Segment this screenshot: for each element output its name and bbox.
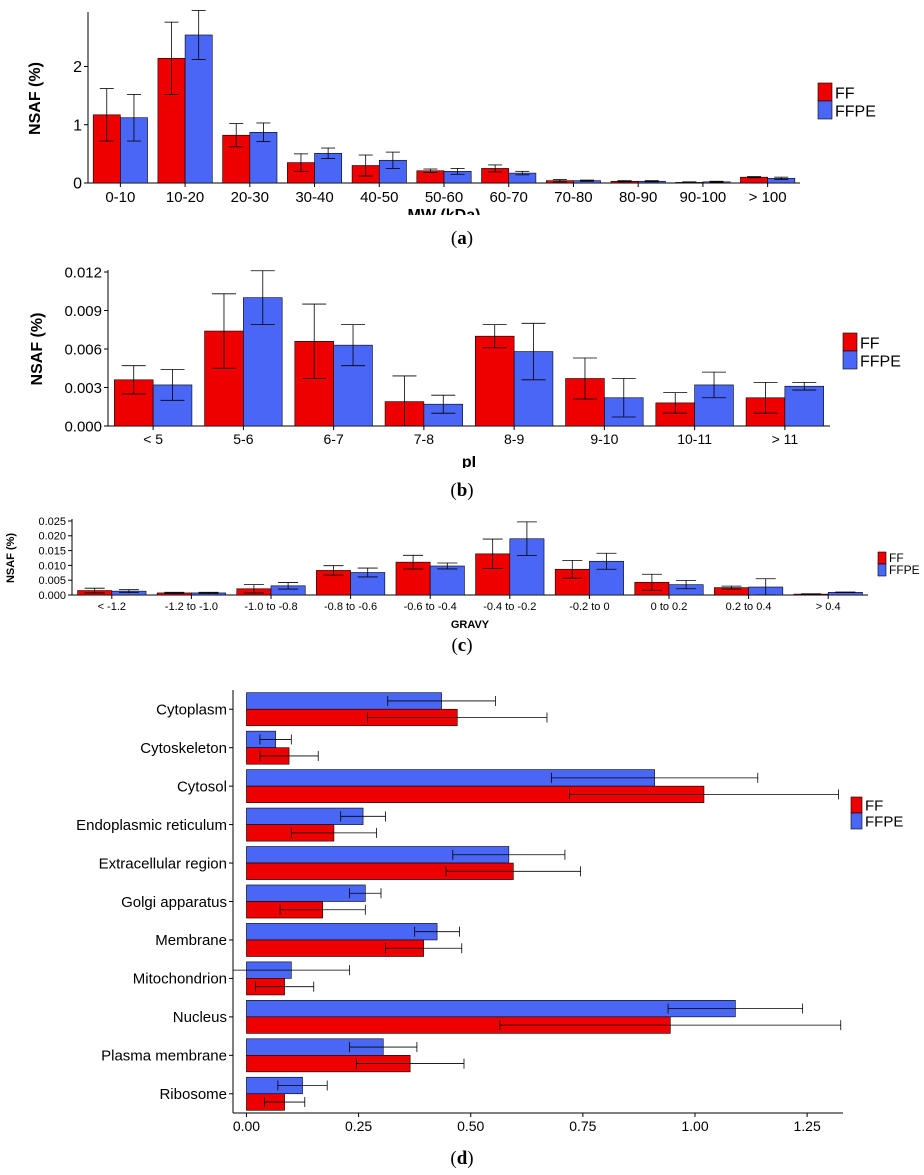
x-tick-label: 5-6 xyxy=(233,431,253,447)
x-tick-label: 1.00 xyxy=(681,1118,708,1134)
gravy-chart: 0.000 0.005 0.010 0.015 0.020 0.025 < -1.2 -1.2… xyxy=(5,516,920,631)
x-tick-label: 30-40 xyxy=(295,189,333,206)
y-tick-label: Cytoskeleton xyxy=(140,740,227,757)
legend-swatch-ffpe xyxy=(877,563,887,577)
x-tick-label: -0.4 to -0.2 xyxy=(483,601,536,613)
mw-chart: 0 1 2 0-10 10-20 20-30 30-40 40-50 50-60 60-70 70-… xyxy=(27,10,876,224)
caption-d: (d) xyxy=(450,1148,474,1169)
caption-c: (c) xyxy=(451,635,473,656)
x-tick-label: 0.00 xyxy=(233,1118,260,1134)
x-tick-label: 7-8 xyxy=(414,431,434,447)
legend-swatch-ffpe xyxy=(850,812,863,830)
y-axis-title: NSAF (%) xyxy=(5,533,17,583)
y-tick-label: Endoplasmic reticulum xyxy=(76,817,227,834)
location-chart: 0.00 0.25 0.50 0.75 1.00 1.25 Cytoplasm Cytoske… xyxy=(76,690,903,1162)
y-tick-label: 0.020 xyxy=(38,531,66,543)
y-tick-label: Cytoplasm xyxy=(156,701,227,718)
legend-swatch-ff xyxy=(850,796,863,814)
legend-swatch-ff xyxy=(877,551,887,565)
y-tick-label: 0.025 xyxy=(38,516,66,528)
x-tick-label: 70-80 xyxy=(554,189,592,206)
x-tick-label: 1.25 xyxy=(793,1118,820,1134)
y-tick-label: 0.010 xyxy=(38,560,66,572)
x-tick-label: 40-50 xyxy=(360,189,398,206)
y-tick-label: 1 xyxy=(73,117,82,134)
y-tick-label: Ribosome xyxy=(159,1086,227,1103)
y-tick-label: 0.009 xyxy=(64,303,102,320)
y-tick-label: 0 xyxy=(73,176,82,193)
legend-label-ffpe: FFPE xyxy=(865,814,903,831)
x-tick-label: -0.2 to 0 xyxy=(569,601,609,613)
x-tick-label: 80-90 xyxy=(619,189,657,206)
y-tick-label: 0.012 xyxy=(64,264,102,281)
y-tick-label: Nucleus xyxy=(173,1009,227,1026)
y-tick-label: Mitochondrion xyxy=(133,971,227,988)
y-tick-label: 0.000 xyxy=(38,590,66,602)
bar-ffpe xyxy=(429,565,465,596)
y-tick-label: Extracellular region xyxy=(99,855,227,872)
pi-chart: 0.000 0.003 0.006 0.009 0.012 < 5 5-6 6-7 7-8 8-9… xyxy=(29,264,901,471)
legend-label-ffpe: FFPE xyxy=(889,563,920,577)
y-tick-label: 0.003 xyxy=(64,380,102,397)
y-tick-label: 0.006 xyxy=(64,341,102,358)
x-tick-label: 20-30 xyxy=(231,189,269,206)
x-axis-title: pI xyxy=(462,454,476,468)
y-tick-label: 2 xyxy=(73,59,82,76)
x-tick-label: 10-11 xyxy=(677,431,712,447)
x-tick-label: -1.0 to -0.8 xyxy=(244,601,297,613)
x-tick-label: 60-70 xyxy=(490,189,528,206)
y-tick-label: 0.015 xyxy=(38,545,66,557)
x-tick-label: -0.8 to -0.6 xyxy=(324,601,377,613)
x-tick-label: 0.75 xyxy=(569,1118,596,1134)
x-tick-label: 0 to 0.2 xyxy=(651,601,688,613)
x-tick-label: > 11 xyxy=(772,431,799,447)
bar-ff xyxy=(475,335,515,427)
x-tick-label: 8-9 xyxy=(504,431,524,447)
y-tick-label: 0.000 xyxy=(64,418,102,435)
y-tick-label: Cytosol xyxy=(177,778,227,795)
y-axis-title: NSAF (%) xyxy=(29,313,46,386)
x-tick-label: -1.2 to -1.0 xyxy=(165,601,218,613)
legend-swatch-ff xyxy=(817,82,833,102)
caption-b: (b) xyxy=(450,480,474,501)
x-tick-label: > 0.4 xyxy=(816,601,841,613)
legend-label-ffpe: FFPE xyxy=(835,103,876,120)
x-tick-label: 90-100 xyxy=(680,189,727,206)
caption-a: (a) xyxy=(450,228,474,249)
y-tick-label: 0.005 xyxy=(38,575,66,587)
legend-label-ff: FF xyxy=(865,798,883,815)
bar-ffpe xyxy=(246,923,438,941)
x-axis-title: GRAVY xyxy=(451,619,490,630)
y-tick-label: Membrane xyxy=(155,932,227,949)
x-tick-label: < -1.2 xyxy=(98,601,126,613)
x-tick-label: 0.25 xyxy=(345,1118,372,1134)
y-tick-label: Golgi apparatus xyxy=(121,894,227,911)
bar-ffpe xyxy=(246,1000,736,1018)
legend-label-ffpe: FFPE xyxy=(860,353,901,370)
x-tick-label: > 100 xyxy=(749,189,787,206)
legend-swatch-ffpe xyxy=(842,350,858,370)
x-tick-label: 10-20 xyxy=(166,189,204,206)
y-tick-label: Plasma membrane xyxy=(101,1048,227,1065)
legend-label-ff: FF xyxy=(860,335,880,352)
x-tick-label: -0.6 to -0.4 xyxy=(404,601,457,613)
x-tick-label: 50-60 xyxy=(425,189,463,206)
legend-label-ff: FF xyxy=(889,551,904,565)
x-tick-label: 9-10 xyxy=(590,431,618,447)
legend-swatch-ff xyxy=(842,332,858,352)
x-tick-label: 0.2 to 0.4 xyxy=(726,601,772,613)
y-axis-title: NSAF (%) xyxy=(27,62,44,135)
x-tick-label: 0-10 xyxy=(105,189,135,206)
bar-ffpe xyxy=(246,884,366,902)
bar-ffpe xyxy=(784,385,824,427)
x-axis-title: MW (kDa) xyxy=(408,207,481,215)
legend-swatch-ffpe xyxy=(817,100,833,120)
x-tick-label: 0.50 xyxy=(457,1118,484,1134)
legend-label-ff: FF xyxy=(835,85,855,102)
x-tick-label: 6-7 xyxy=(324,431,344,447)
x-tick-label: < 5 xyxy=(143,431,163,447)
